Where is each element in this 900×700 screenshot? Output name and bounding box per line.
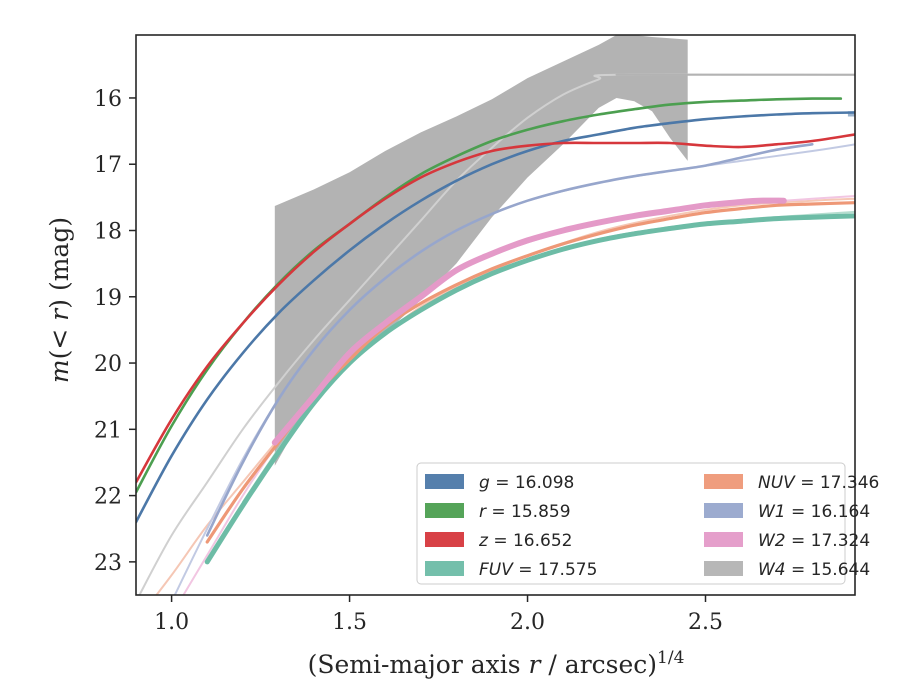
legend-swatch-r [425, 503, 464, 518]
legend-label-w2: W2 = 17.324 [758, 531, 870, 551]
x-tick-label: 2.5 [688, 610, 723, 635]
y-axis-title: m(< r) (mag) [45, 217, 74, 383]
plot-frame [135, 34, 856, 596]
legend-label-nuv: NUV = 17.346 [758, 473, 879, 493]
series-line-w1 [205, 143, 814, 537]
y-axis-ticks: 16 17 18 19 20 21 22 23 [94, 87, 136, 576]
legend-label-g: g = 16.098 [479, 473, 574, 493]
series-lines [136, 73, 855, 565]
x-axis-ticks: 1.0 1.5 2.0 2.5 [154, 595, 723, 635]
series-line-fuv [204, 213, 855, 565]
legend-label-w4: W4 = 15.644 [758, 560, 870, 580]
x-axis-title: (Semi-major axis r / arcsec)1/4 [308, 648, 685, 679]
y-tick-label: 22 [94, 485, 122, 510]
y-tick-label: 20 [94, 352, 122, 377]
plot-area [136, 35, 855, 595]
legend-swatch-w2 [704, 532, 743, 547]
y-tick-label: 23 [94, 551, 122, 576]
x-tick-label: 1.5 [332, 610, 367, 635]
legend-label-fuv: FUV = 17.575 [479, 560, 597, 580]
y-tick-label: 21 [94, 418, 122, 443]
legend-swatch-w1 [704, 503, 743, 518]
y-tick-label: 19 [94, 286, 122, 311]
series-line-z [136, 133, 855, 484]
band-w4 [274, 35, 688, 466]
legend-label-r: r = 15.859 [479, 502, 571, 522]
faint-line-2 [155, 197, 855, 595]
legend: g = 16.098 r = 15.859 z = 16.652 FUV = 17.5… [416, 462, 879, 585]
series-line-w2 [271, 197, 787, 446]
legend-swatch-z [425, 532, 464, 547]
legend-box [416, 462, 846, 585]
legend-label-w1: W1 = 16.164 [758, 502, 870, 522]
series-line-g [136, 111, 855, 524]
legend-swatch-w4 [704, 561, 743, 576]
legend-swatch-fuv [425, 561, 464, 576]
y-tick-label: 17 [94, 153, 122, 178]
y-tick-label: 18 [94, 220, 122, 245]
legend-swatch-g [425, 474, 464, 489]
faint-line-1 [138, 73, 855, 595]
x-tick-label: 2.0 [510, 610, 545, 635]
legend-label-z: z = 16.652 [478, 531, 572, 551]
y-tick-label: 16 [94, 87, 122, 112]
legend-swatch-nuv [704, 474, 743, 489]
x-tick-label: 1.0 [154, 610, 189, 635]
